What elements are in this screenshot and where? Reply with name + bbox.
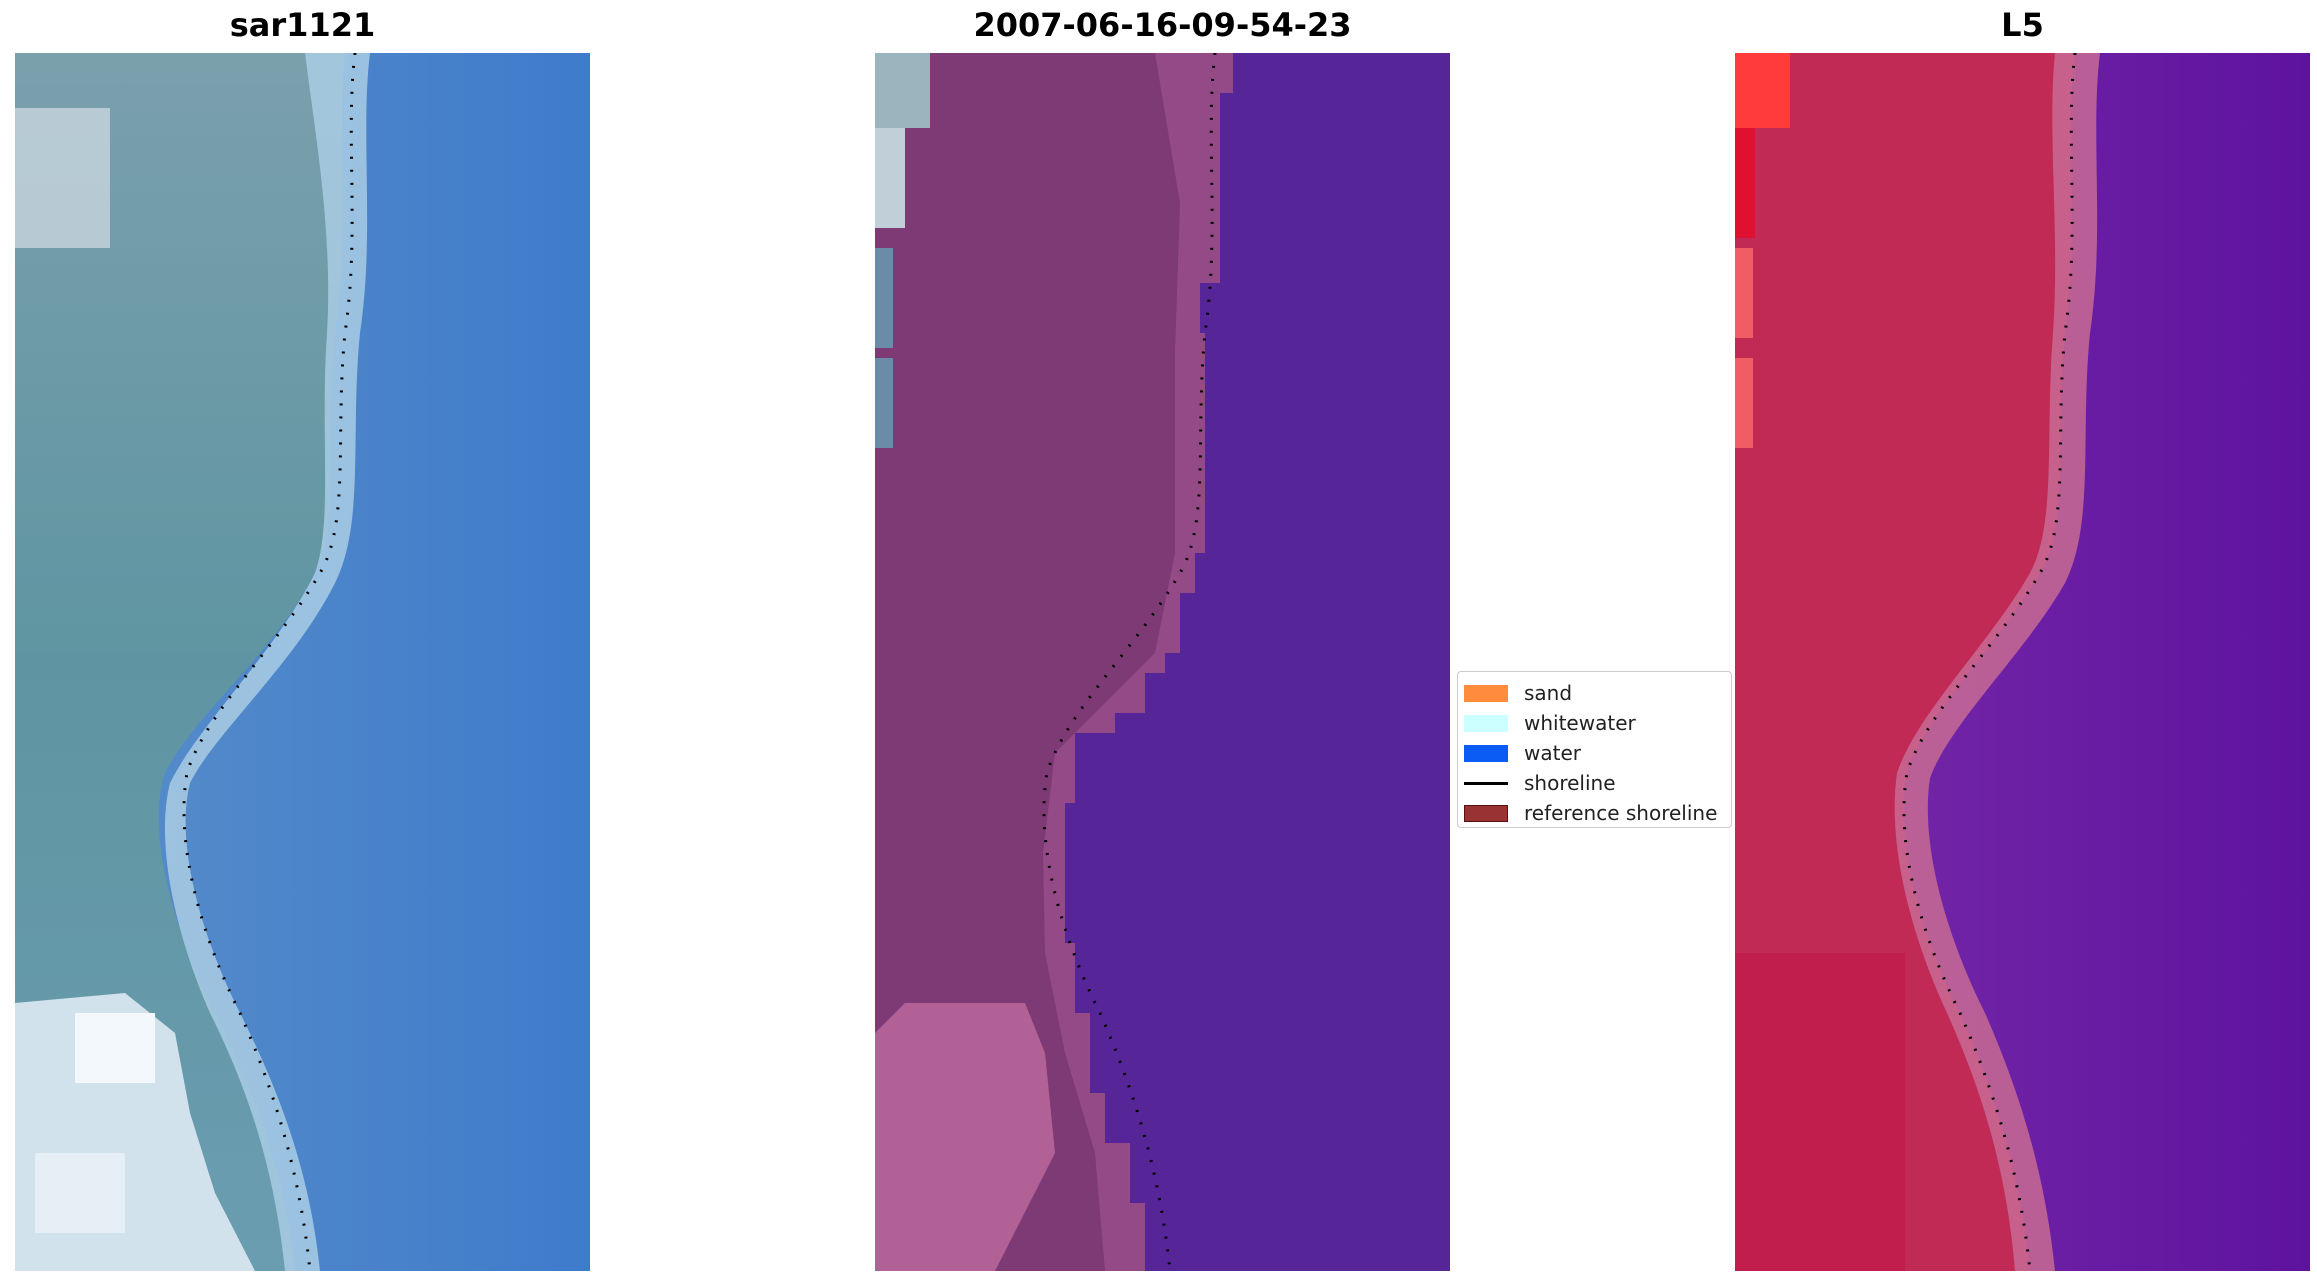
index-image-panel	[1735, 53, 2310, 1271]
legend-item-whitewater: whitewater	[1458, 708, 1731, 738]
panel-title-index: L5	[2001, 6, 2044, 44]
shoreline-line-icon	[1464, 781, 1508, 785]
water-swatch	[1464, 744, 1508, 762]
legend-label: sand	[1524, 681, 1573, 705]
sand-swatch	[1464, 684, 1508, 702]
panel-title-rgb: sar1121	[229, 6, 376, 44]
classified-image-panel	[875, 53, 1450, 1271]
legend-label: water	[1524, 741, 1581, 765]
rgb-image	[15, 53, 590, 1271]
reference-shoreline-swatch	[1464, 804, 1508, 822]
legend-item-sand: sand	[1458, 678, 1731, 708]
legend-item-shoreline: shoreline	[1458, 768, 1731, 798]
rgb-image-panel	[15, 53, 590, 1271]
legend-label: shoreline	[1524, 771, 1616, 795]
legend-item-reference-shoreline: reference shoreline	[1458, 798, 1731, 828]
legend: sand whitewater water shoreline referenc…	[1457, 671, 1732, 828]
legend-label: whitewater	[1524, 711, 1636, 735]
legend-label: reference shoreline	[1524, 801, 1718, 825]
legend-item-water: water	[1458, 738, 1731, 768]
classified-image	[875, 53, 1450, 1271]
whitewater-swatch	[1464, 714, 1508, 732]
index-image	[1735, 53, 2310, 1271]
panel-title-classified: 2007-06-16-09-54-23	[973, 6, 1352, 44]
